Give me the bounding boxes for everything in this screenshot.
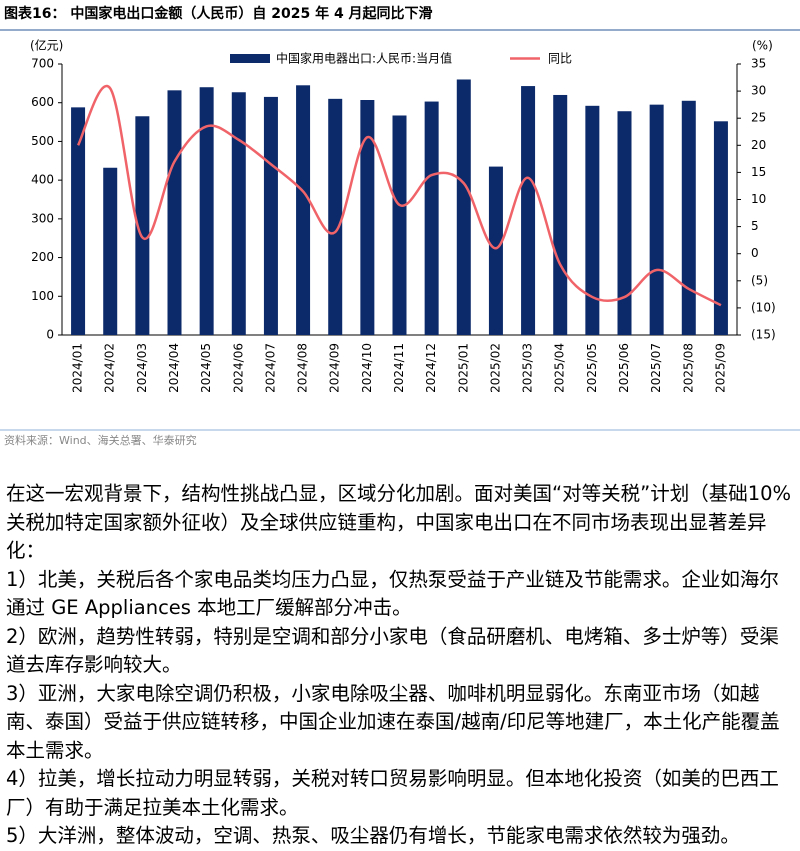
bar (649, 104, 664, 336)
x-tick-label: 2024/06 (231, 343, 245, 393)
bar (360, 100, 375, 335)
paragraph: 在这一宏观背景下，结构性挑战凸显，区域分化加剧。面对美国“对等关税”计划（基础1… (6, 482, 792, 562)
x-tick-label: 2024/02 (103, 343, 117, 393)
x-tick-label: 2025/01 (456, 343, 470, 393)
y2-tick-label: 5 (751, 219, 759, 233)
bar (71, 107, 86, 335)
x-tick-label: 2024/04 (167, 343, 181, 393)
x-tick-label: 2024/07 (263, 343, 277, 393)
bar (488, 166, 503, 335)
x-tick-label: 2025/05 (585, 343, 599, 393)
y2-tick-label: 30 (751, 84, 766, 98)
bar (456, 79, 471, 335)
y-tick-label: 300 (31, 211, 54, 225)
x-tick-label: 2025/09 (713, 343, 727, 393)
bar (681, 100, 696, 336)
y2-tick-label: 25 (751, 111, 766, 125)
y2-tick-label: (5) (751, 273, 768, 287)
x-tick-label: 2024/11 (392, 343, 406, 393)
bar (263, 96, 278, 336)
y2-tick-label: 15 (751, 165, 766, 179)
x-tick-label: 2024/01 (71, 343, 85, 393)
y-tick-label: 500 (31, 134, 54, 148)
y-tick-label: 600 (31, 95, 54, 109)
y-label: (亿元) (30, 38, 63, 53)
x-tick-label: 2025/08 (681, 343, 695, 393)
bar (424, 101, 439, 335)
bar (199, 87, 214, 335)
y2-label: (%) (752, 39, 773, 53)
chart: 图表16： 中国家电出口金额（人民币）自 2025 年 4 月起同比下滑 (亿元… (0, 5, 800, 447)
bar (231, 92, 246, 335)
bar (553, 94, 568, 335)
x-tick-label: 2024/12 (424, 343, 438, 393)
x-tick-label: 2024/05 (199, 343, 213, 393)
bar (713, 121, 728, 335)
bar (521, 86, 536, 336)
paragraph: 2）欧洲，趋势性转弱，特别是空调和部分小家电（食品研磨机、电烤箱、多士炉等）受渠… (6, 624, 779, 677)
chart-title: 图表16： 中国家电出口金额（人民币）自 2025 年 4 月起同比下滑 (4, 5, 433, 22)
y-tick-label: 400 (31, 173, 54, 187)
x-tick-label: 2025/06 (617, 343, 631, 393)
x-tick-label: 2024/10 (360, 343, 374, 393)
x-tick-label: 2024/08 (296, 343, 310, 393)
y2-tick-label: 35 (751, 57, 766, 71)
y-tick-label: 100 (31, 289, 54, 303)
source: 资料来源：Wind、海关总署、华泰研究 (4, 433, 197, 447)
x-tick-label: 2025/02 (488, 343, 502, 393)
y2-tick-label: 10 (751, 192, 766, 206)
bar (328, 98, 343, 335)
y2-tick-label: (10) (751, 300, 776, 314)
x-tick-label: 2024/03 (135, 343, 149, 393)
paragraph: 5）大洋洲，整体波动，空调、热泵、吸尘器仍有增长，节能家电需求依然较为强劲。 (6, 824, 740, 847)
bar (103, 167, 118, 335)
paragraph: 1）北美，关税后各个家电品类均压力凸显，仅热泵受益于产业链及节能需求。企业如海尔… (6, 567, 779, 620)
y2-tick-label: 0 (751, 246, 759, 260)
legend-swatch (230, 54, 270, 63)
x-tick-label: 2025/03 (521, 343, 535, 393)
y-tick-label: 200 (31, 250, 54, 264)
x-tick-label: 2024/09 (328, 343, 342, 393)
y-tick-label: 700 (31, 57, 54, 71)
body-text: 在这一宏观背景下，结构性挑战凸显，区域分化加剧。面对美国“对等关税”计划（基础1… (6, 480, 796, 851)
y-tick-label: 0 (46, 328, 54, 342)
bar (392, 115, 407, 336)
x-tick-label: 2025/04 (553, 343, 567, 393)
legend-label: 同比 (548, 52, 572, 66)
bar (296, 85, 311, 336)
bar (585, 105, 600, 335)
bar (167, 90, 182, 335)
paragraph: 3）亚洲，大家电除空调仍积极，小家电除吸尘器、咖啡机明显弱化。东南亚市场（如越南… (6, 681, 780, 762)
line (76, 84, 722, 307)
legend-label: 中国家用电器出口:人民币:当月值 (276, 51, 452, 66)
bar (617, 111, 632, 335)
x-tick-label: 2025/07 (649, 343, 663, 393)
paragraph: 4）拉美，增长拉动力明显转弱，关税对转口贸易影响明显。但本地化投资（如美的巴西工… (6, 767, 779, 819)
y2-tick-label: (15) (751, 328, 776, 342)
y2-tick-label: 20 (751, 138, 766, 152)
bar (135, 116, 150, 335)
